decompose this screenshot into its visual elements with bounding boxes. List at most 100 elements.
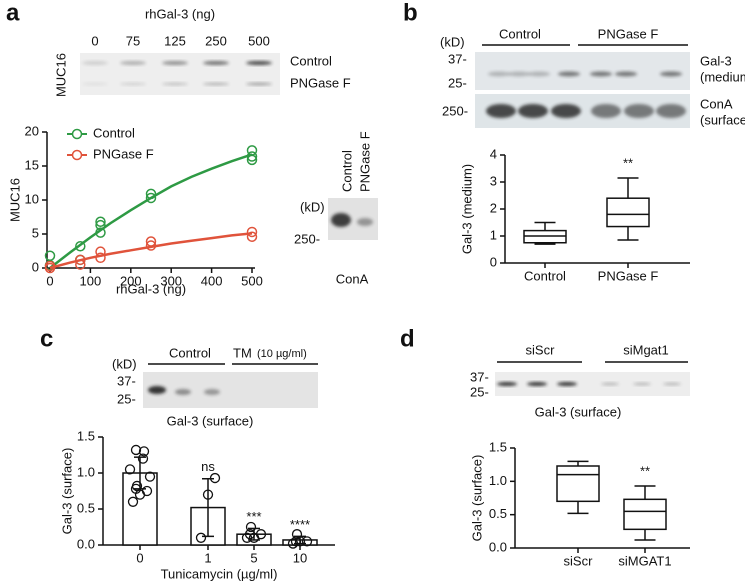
- x-tick-label: 0: [136, 550, 143, 565]
- group-label: TM: [233, 345, 252, 360]
- data-point: [246, 226, 258, 238]
- marker: 25-: [448, 75, 467, 90]
- blot-band: [518, 104, 548, 118]
- significance: **: [623, 155, 633, 170]
- blot-band: [663, 382, 681, 386]
- data-point: [290, 536, 302, 547]
- blot-band: [82, 61, 108, 65]
- blot-title: rhGal-3 (ng): [145, 6, 215, 21]
- data-point: [291, 529, 303, 540]
- y-axis-label: Gal-3 (surface): [59, 448, 74, 535]
- y-tick-label: 2: [490, 200, 497, 215]
- data-point: [141, 485, 153, 497]
- lane-label: PNGase F: [357, 131, 372, 192]
- blot-band: [527, 382, 547, 386]
- y-tick-label: 4: [490, 146, 497, 161]
- lane-label: 75: [126, 33, 140, 48]
- data-point: [95, 252, 106, 264]
- marker: 37-: [470, 369, 489, 384]
- blot: [475, 52, 690, 90]
- y-axis-label: MUC16: [7, 178, 22, 222]
- data-point: [130, 444, 142, 456]
- blot-band: [148, 386, 166, 394]
- y-tick-label: 0.0: [77, 536, 95, 551]
- group-note: (10 µg/ml): [257, 348, 307, 360]
- blot-band: [615, 71, 637, 77]
- blot: [143, 372, 318, 408]
- blot-band: [246, 82, 272, 86]
- x-axis-label: rhGal-3 (ng): [116, 281, 186, 296]
- lane-label: 0: [91, 33, 98, 48]
- y-tick-label: 0.5: [489, 506, 507, 521]
- data-point: [145, 236, 157, 247]
- data-point: [75, 254, 86, 266]
- blot-images: [80, 44, 690, 408]
- blot-band: [203, 61, 229, 65]
- data-point: [246, 145, 258, 156]
- blot-band: [551, 104, 581, 118]
- blot-band: [557, 382, 577, 386]
- blot-band: [204, 389, 220, 395]
- data-point: [124, 464, 136, 475]
- blot-label: ConA: [336, 271, 369, 286]
- row-label: (surface): [700, 112, 745, 127]
- blot-band: [162, 61, 188, 65]
- fit-line: [49, 232, 253, 270]
- data-point: [195, 532, 207, 543]
- data-point: [144, 471, 156, 482]
- data-point: [145, 188, 157, 200]
- x-tick-label: 400: [201, 273, 223, 288]
- blot-band: [656, 104, 686, 118]
- blot-label: Gal-3 (surface): [167, 413, 254, 428]
- data-point: [127, 496, 139, 507]
- blot-band: [508, 71, 530, 77]
- blot-band: [591, 104, 621, 118]
- blot-band: [633, 382, 651, 386]
- group-label: siScr: [526, 342, 556, 357]
- blot-band: [601, 382, 619, 386]
- data-point: [241, 532, 253, 543]
- x-tick-label: siScr: [564, 553, 594, 568]
- data-point: [138, 446, 150, 457]
- y-tick-label: 1.0: [77, 464, 95, 479]
- blot-band: [558, 71, 580, 77]
- y-tick-label: 15: [25, 157, 39, 172]
- legend-label: PNGase F: [93, 146, 154, 161]
- y-tick-label: 1.5: [489, 439, 507, 454]
- y-tick-label: 3: [490, 173, 497, 188]
- y-tick-label: 10: [25, 191, 39, 206]
- significance: ****: [290, 517, 310, 532]
- data-point: [44, 250, 56, 262]
- row-label: PNGase F: [290, 75, 351, 90]
- data-point: [137, 453, 149, 464]
- data-point: [244, 529, 256, 540]
- blot-band: [246, 61, 272, 65]
- blot-band: [203, 82, 229, 86]
- x-tick-label: 200: [120, 273, 142, 288]
- significance: **: [640, 463, 650, 478]
- x-tick-label: 0: [46, 273, 53, 288]
- blot-band: [120, 82, 146, 86]
- blot-band: [331, 213, 351, 227]
- data-point: [95, 246, 106, 257]
- data-point: [145, 192, 157, 204]
- x-tick-label: 100: [80, 273, 102, 288]
- marker: 250-: [442, 103, 468, 118]
- marker: 37-: [117, 373, 136, 388]
- y-tick-label: 0.5: [77, 500, 95, 515]
- marker: 37-: [448, 51, 467, 66]
- data-point: [75, 240, 86, 252]
- blot-band: [486, 104, 516, 118]
- blot-band: [357, 218, 373, 226]
- blot-band: [488, 71, 510, 77]
- data-point: [246, 151, 258, 162]
- data-point: [202, 489, 214, 500]
- blot-band: [120, 61, 146, 65]
- row-label: Gal-3: [700, 53, 732, 68]
- blot-band: [497, 382, 517, 386]
- y-tick-label: 0: [32, 259, 39, 274]
- legend-label: Control: [93, 125, 135, 140]
- row-label: (medium): [700, 69, 745, 84]
- blot-band: [175, 389, 191, 395]
